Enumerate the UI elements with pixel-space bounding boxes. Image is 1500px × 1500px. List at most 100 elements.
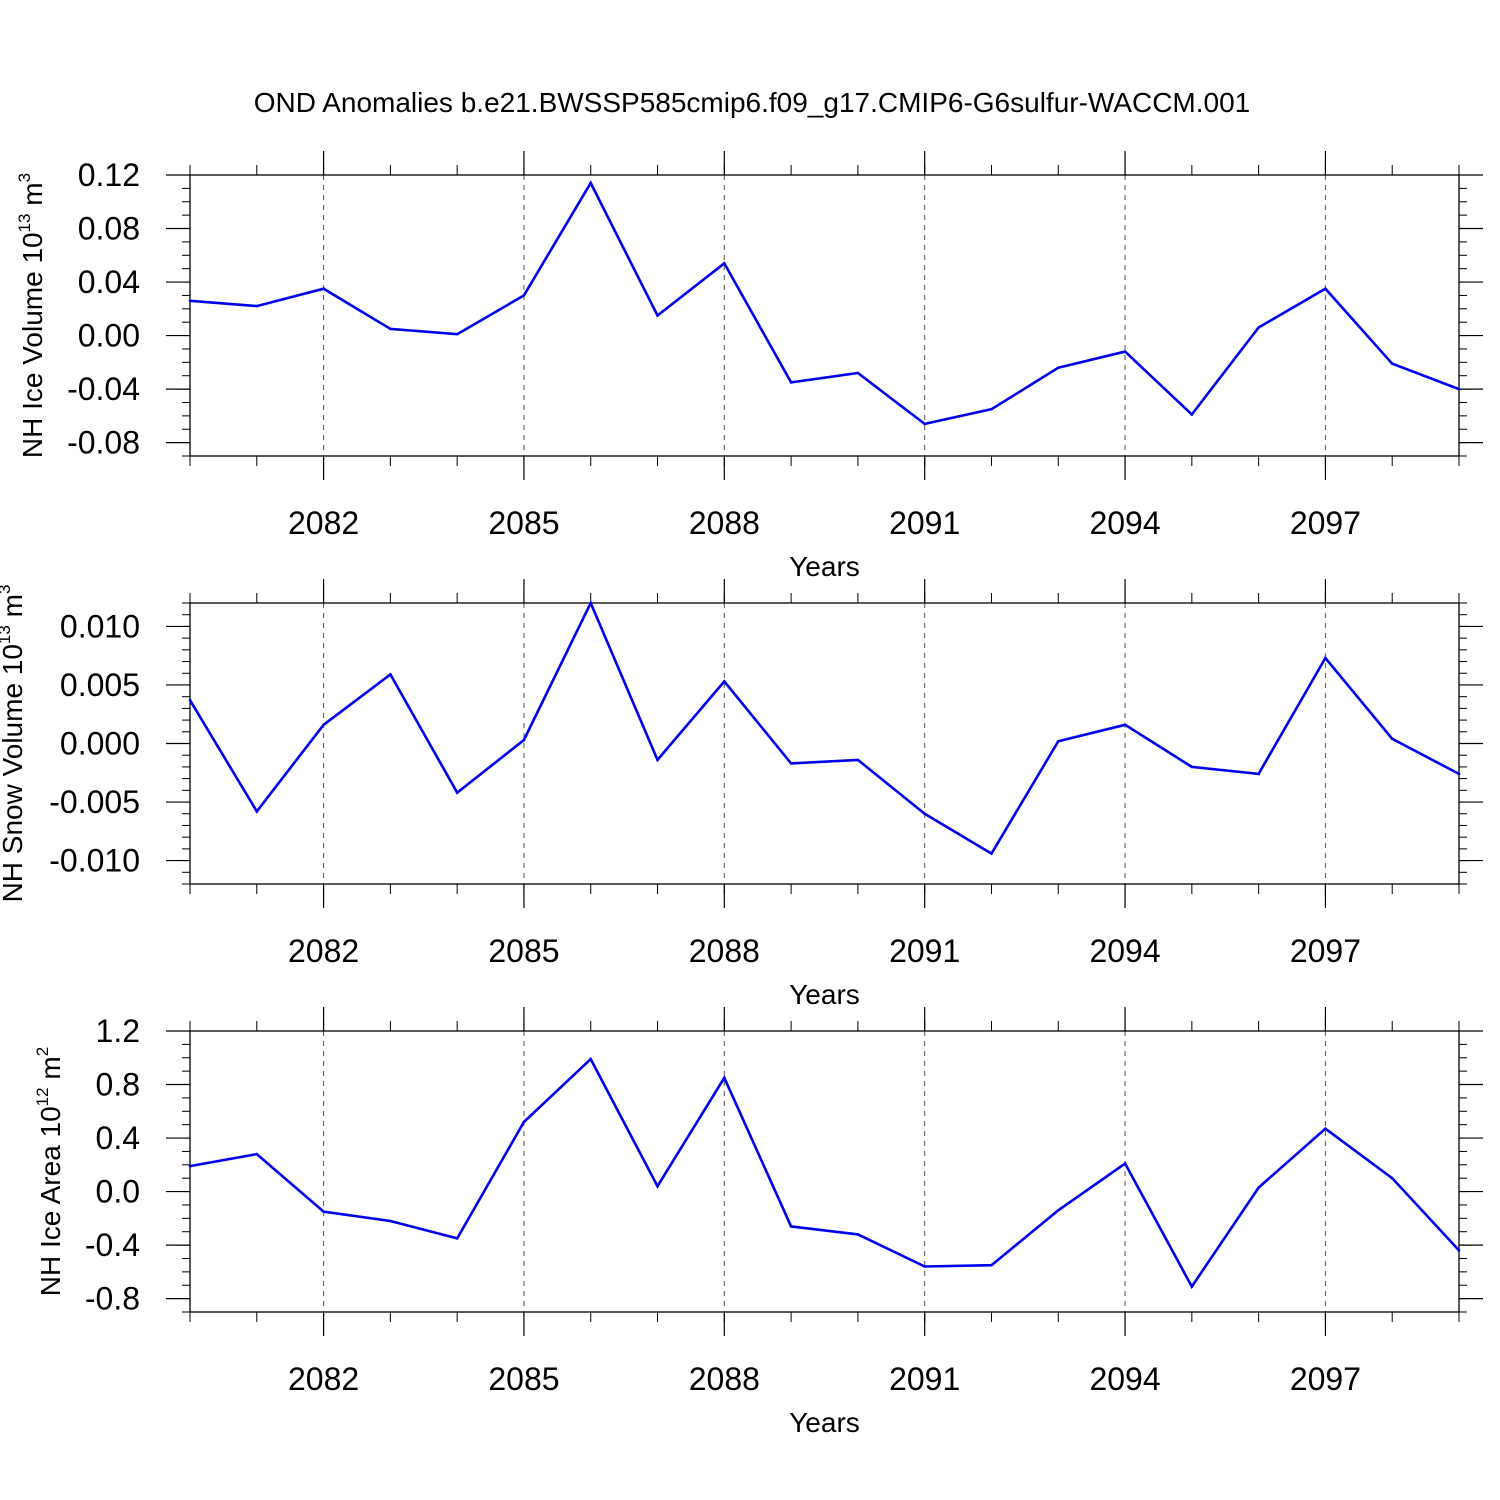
x-tick-label: 2097 <box>1290 1361 1361 1397</box>
y-tick-label: 0.8 <box>96 1067 140 1103</box>
x-tick-label: 2094 <box>1089 933 1160 969</box>
data-point <box>1190 413 1194 416</box>
x-tick-label: 2091 <box>889 933 960 969</box>
data-point <box>723 680 726 683</box>
data-point <box>455 1237 459 1240</box>
x-tick-label: 2085 <box>488 933 559 969</box>
x-tick-label: 2082 <box>288 505 359 541</box>
data-point <box>856 371 860 375</box>
data-point <box>589 601 593 605</box>
x-tick-label: 2082 <box>288 1361 359 1397</box>
y-tick-label: 0.08 <box>78 211 140 247</box>
data-point <box>1123 350 1127 353</box>
x-tick-label: 2094 <box>1089 1361 1160 1397</box>
data-point <box>1123 723 1127 727</box>
data-point <box>1056 739 1060 743</box>
data-point <box>322 723 325 727</box>
chart-title: OND Anomalies b.e21.BWSSP585cmip6.f09_g1… <box>254 87 1251 118</box>
y-tick-label: 0.010 <box>60 608 140 644</box>
x-tick-label: 2097 <box>1290 933 1361 969</box>
y-tick-label: 0.12 <box>78 157 140 193</box>
data-point <box>1457 1249 1461 1252</box>
data-point <box>389 327 392 331</box>
x-tick-label: 2091 <box>889 1361 960 1397</box>
data-point <box>1457 387 1461 391</box>
y-axis-label: NH Ice Area 1012 m2 <box>33 1047 66 1296</box>
chart-panel-2: 0.010 0.005 0.000 -0.005 -0.010 2082 2085 2088 2… <box>0 579 1483 1010</box>
y-tick-label: 0.0 <box>96 1174 140 1210</box>
y-tick-label: -0.005 <box>49 784 140 820</box>
data-point <box>589 1057 593 1061</box>
data-point <box>1324 1127 1327 1130</box>
data-point <box>322 1210 325 1213</box>
x-tick-label: 2094 <box>1089 505 1160 541</box>
data-point <box>1123 1162 1127 1165</box>
data-point <box>856 758 860 762</box>
data-point <box>656 314 659 317</box>
data-point <box>522 294 526 297</box>
data-point <box>389 673 392 676</box>
data-point <box>1056 1209 1060 1212</box>
data-point <box>1056 366 1060 369</box>
data-point <box>1390 362 1394 365</box>
data-point <box>322 287 325 291</box>
data-point <box>188 299 192 303</box>
data-point <box>856 1233 860 1236</box>
x-tick-label: 2082 <box>288 933 359 969</box>
y-tick-label: -0.8 <box>85 1281 140 1317</box>
panels: 0.12 0.08 0.04 0.00 -0.04 -0.08 2082 2085 2088 20… <box>0 151 1483 1438</box>
series-line <box>189 180 1460 426</box>
y-tick-label: 0.005 <box>60 667 140 703</box>
chart-panel-1: 0.12 0.08 0.04 0.00 -0.04 -0.08 2082 2085 2088 20… <box>15 151 1483 582</box>
y-tick-label: -0.08 <box>67 425 140 461</box>
data-point <box>990 852 993 855</box>
data-point <box>990 1263 993 1267</box>
series-line <box>189 1056 1460 1290</box>
y-tick-label: -0.4 <box>85 1227 140 1263</box>
x-axis-label: Years <box>789 979 860 1010</box>
y-tick-label: 1.2 <box>96 1013 140 1049</box>
data-point <box>1324 656 1327 660</box>
data-point <box>656 758 659 762</box>
data-point <box>723 262 726 265</box>
data-point <box>1257 1186 1260 1189</box>
data-point <box>255 304 259 308</box>
y-tick-label: 0.04 <box>78 264 140 300</box>
plot-frame <box>189 1030 1460 1313</box>
data-point <box>723 1076 726 1080</box>
plot-frame <box>189 174 1460 457</box>
data-point <box>188 698 192 702</box>
data-point <box>789 762 793 765</box>
y-tick-label: -0.010 <box>49 843 140 879</box>
data-point <box>255 1152 259 1156</box>
plot-frame <box>189 602 1460 885</box>
x-tick-label: 2085 <box>488 505 559 541</box>
data-point <box>1324 287 1327 291</box>
data-point <box>522 738 526 742</box>
x-tick-label: 2085 <box>488 1361 559 1397</box>
y-tick-label: 0.4 <box>96 1120 140 1156</box>
x-tick-label: 2091 <box>889 505 960 541</box>
data-point <box>923 1265 926 1268</box>
data-point <box>522 1120 526 1124</box>
data-point <box>455 332 459 336</box>
data-point <box>1390 1176 1394 1180</box>
x-axis-label: Years <box>789 1407 860 1438</box>
y-tick-label: -0.04 <box>67 371 140 407</box>
y-tick-label: 0.00 <box>78 318 140 354</box>
x-tick-label: 2088 <box>689 933 760 969</box>
x-tick-label: 2097 <box>1290 505 1361 541</box>
data-point <box>1390 737 1394 741</box>
data-point <box>1257 326 1260 329</box>
data-point <box>589 181 593 185</box>
data-point <box>455 791 459 794</box>
data-point <box>990 407 993 411</box>
y-tick-label: 0.000 <box>60 726 140 762</box>
y-axis-label: NH Snow Volume 1013 m3 <box>0 585 28 903</box>
data-point <box>1457 772 1461 776</box>
data-point <box>789 381 793 384</box>
x-tick-label: 2088 <box>689 505 760 541</box>
data-point <box>389 1219 392 1223</box>
data-point <box>1190 1285 1194 1288</box>
